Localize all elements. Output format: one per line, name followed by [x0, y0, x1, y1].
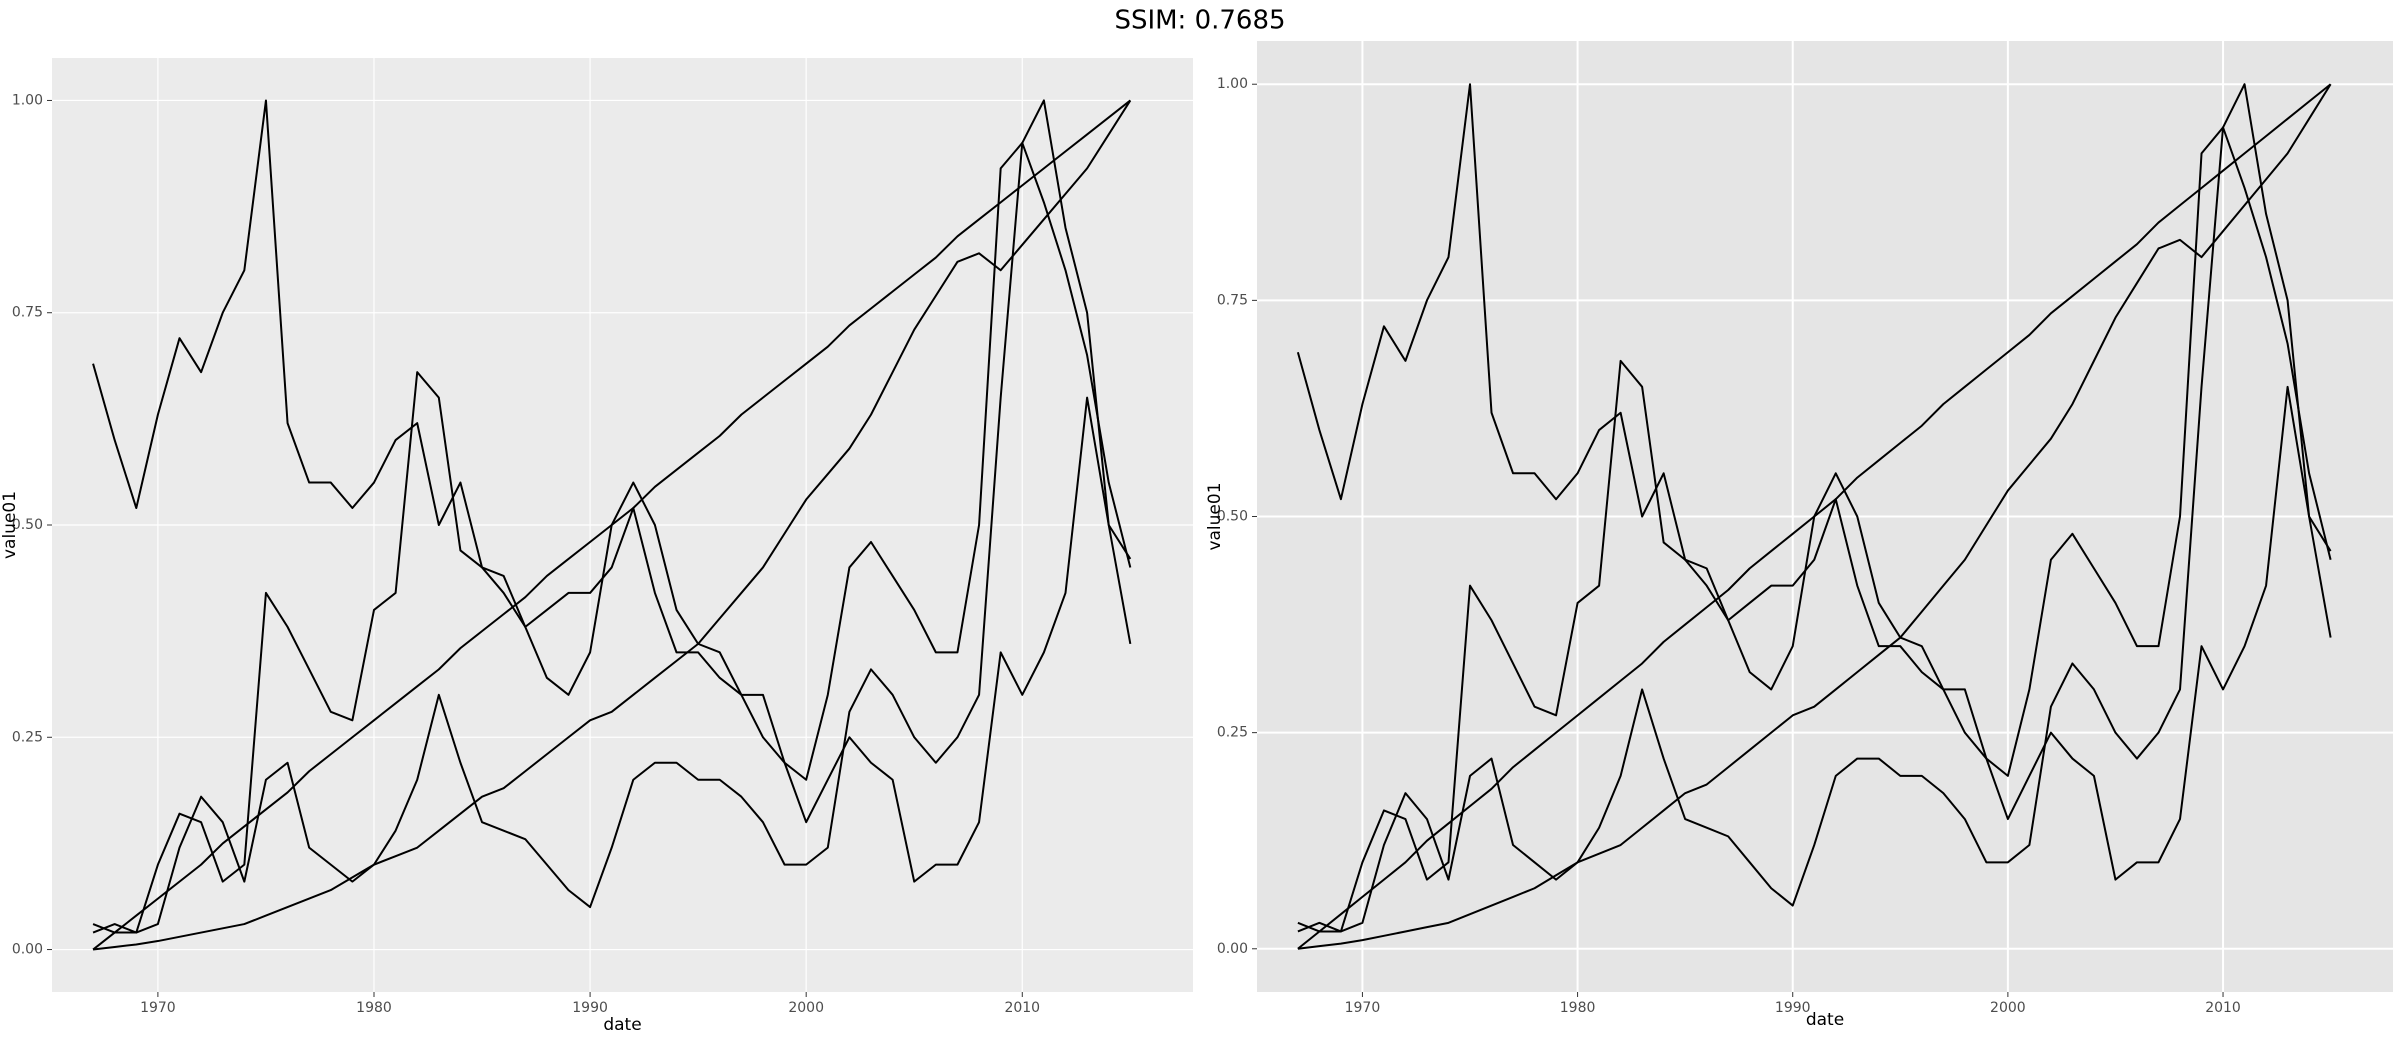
- x-axis-title: date: [603, 1015, 641, 1034]
- data-line: [92, 99, 1132, 883]
- data-line: [1297, 126, 2332, 933]
- data-line: [92, 141, 1132, 934]
- y-axis-title: value01: [1205, 482, 1225, 550]
- y-tick-label: 0.75: [1217, 292, 1248, 308]
- x-tick-label: 1980: [1560, 1000, 1596, 1016]
- y-tick-label: 0.75: [12, 305, 43, 321]
- data-line: [92, 99, 1132, 951]
- y-tick-label: 0.50: [12, 517, 43, 533]
- x-tick-label: 1990: [1775, 1000, 1811, 1016]
- y-tick-label: 1.00: [12, 92, 43, 108]
- y-axis-title: value01: [0, 491, 20, 559]
- data-line: [1297, 83, 2332, 933]
- x-axis-title: date: [1806, 1010, 1844, 1030]
- data-line: [92, 99, 1132, 934]
- x-tick-label: 2010: [1004, 1000, 1040, 1016]
- y-tick-label: 0.00: [1217, 941, 1248, 957]
- data-line: [1297, 83, 2332, 950]
- x-tick-label: 2000: [788, 1000, 824, 1016]
- y-tick-label: 0.50: [1217, 509, 1248, 525]
- x-tick-label: 2000: [1990, 1000, 2026, 1016]
- figure-title: SSIM: 0.7685: [1114, 6, 1285, 36]
- x-tick-label: 1970: [140, 1000, 176, 1016]
- data-line: [1296, 83, 2332, 881]
- x-tick-label: 1970: [1345, 1000, 1381, 1016]
- panel: 0.00 0.25 0.50 0.75 1.00 1970 1980 1990 2000 2010…: [1205, 41, 2393, 1030]
- y-tick-label: 0.00: [12, 942, 43, 958]
- y-tick-label: 0.25: [1217, 725, 1248, 741]
- panel: 0.00 0.25 0.50 0.75 1.00 1970 1980 1990 2000 2010…: [0, 58, 1193, 1035]
- y-tick-label: 1.00: [1217, 76, 1248, 92]
- x-tick-label: 1990: [572, 1000, 608, 1016]
- x-tick-label: 1980: [356, 1000, 392, 1016]
- y-tick-label: 0.25: [12, 729, 43, 745]
- x-tick-label: 2010: [2205, 1000, 2241, 1016]
